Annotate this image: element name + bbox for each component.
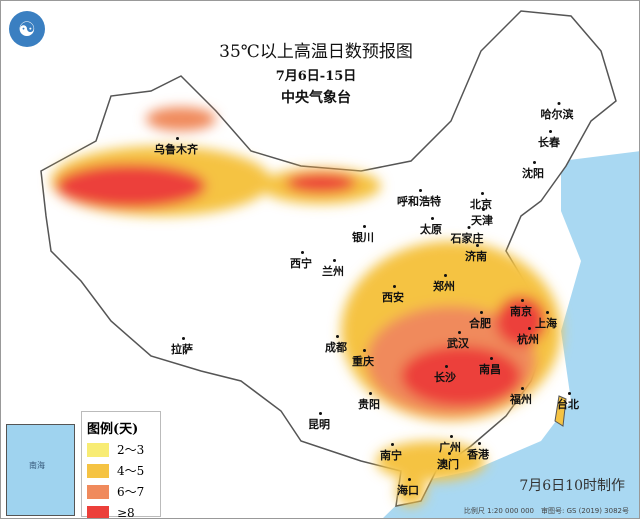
legend-title: 图例(天) [87,422,139,437]
city-label: 兰州 [322,259,344,278]
city-label: 哈尔滨 [540,102,574,121]
city-label: 海口 [397,478,419,497]
city-label: 南京 [510,299,532,318]
legend-item: ≥8 [87,502,160,519]
legend-label: ≥8 [117,505,135,519]
city-label: 沈阳 [522,161,544,180]
legend-label: 2～3 [117,443,145,457]
south-china-sea-inset: 南海 [6,424,75,516]
city-label: 福州 [510,387,532,406]
city-label: 拉萨 [171,337,193,356]
city-label: 昆明 [308,412,330,431]
legend-swatch [87,484,109,499]
city-label: 石家庄 [450,226,484,245]
heat-areas [51,107,561,506]
city-label: 长春 [538,130,560,149]
city-label: 北京 [470,192,492,211]
city-label: 太原 [420,217,442,236]
legend-item: 2～3 [87,439,160,460]
city-label: 成都 [325,335,347,354]
sea [383,151,639,518]
made-time: 7月6日10时制作 [519,478,625,494]
city-label: 重庆 [352,349,374,368]
legend: 图例(天) 2～3 4～5 6～7 ≥8 [81,411,161,519]
city-label: 西宁 [290,251,312,270]
taiwan [554,395,567,427]
city-label: 呼和浩特 [397,189,441,208]
city-label: 澳门 [437,452,459,471]
city-label: 南宁 [380,443,402,462]
legend-swatch [87,505,109,518]
city-label: 乌鲁木齐 [154,137,198,156]
legend-swatch [87,442,109,457]
city-label: 西安 [382,285,404,304]
legend-label: 4～5 [117,464,145,478]
city-label: 台北 [557,392,579,411]
city-label: 上海 [535,311,557,330]
city-label: 杭州 [517,327,539,346]
city-label: 郑州 [433,274,455,293]
date-range: 7月6日-15日 [275,69,357,84]
inset-label: 南海 [29,461,45,470]
city-label: 南昌 [479,357,501,376]
city-label: 长沙 [434,365,456,384]
legend-item: 6～7 [87,481,160,502]
city-label: 合肥 [469,311,491,330]
legend-item: 4～5 [87,460,160,481]
legend-swatch [87,463,109,478]
legend-label: 6～7 [117,485,145,499]
city-label: 广州 [439,435,461,454]
city-label: 济南 [465,244,487,263]
city-label: 天津 [471,208,493,227]
city-label: 香港 [467,442,489,461]
cma-logo-icon: ☯ [9,11,45,47]
city-label: 银川 [352,225,374,244]
city-label: 武汉 [447,331,469,350]
scale-footer: 比例尺 1:20 000 000 审图号: GS (2019) 3082号 [463,507,629,515]
agency: 中央气象台 [281,90,351,106]
map-title: 35℃以上高温日数预报图 [219,42,413,62]
city-label: 贵阳 [358,392,380,411]
